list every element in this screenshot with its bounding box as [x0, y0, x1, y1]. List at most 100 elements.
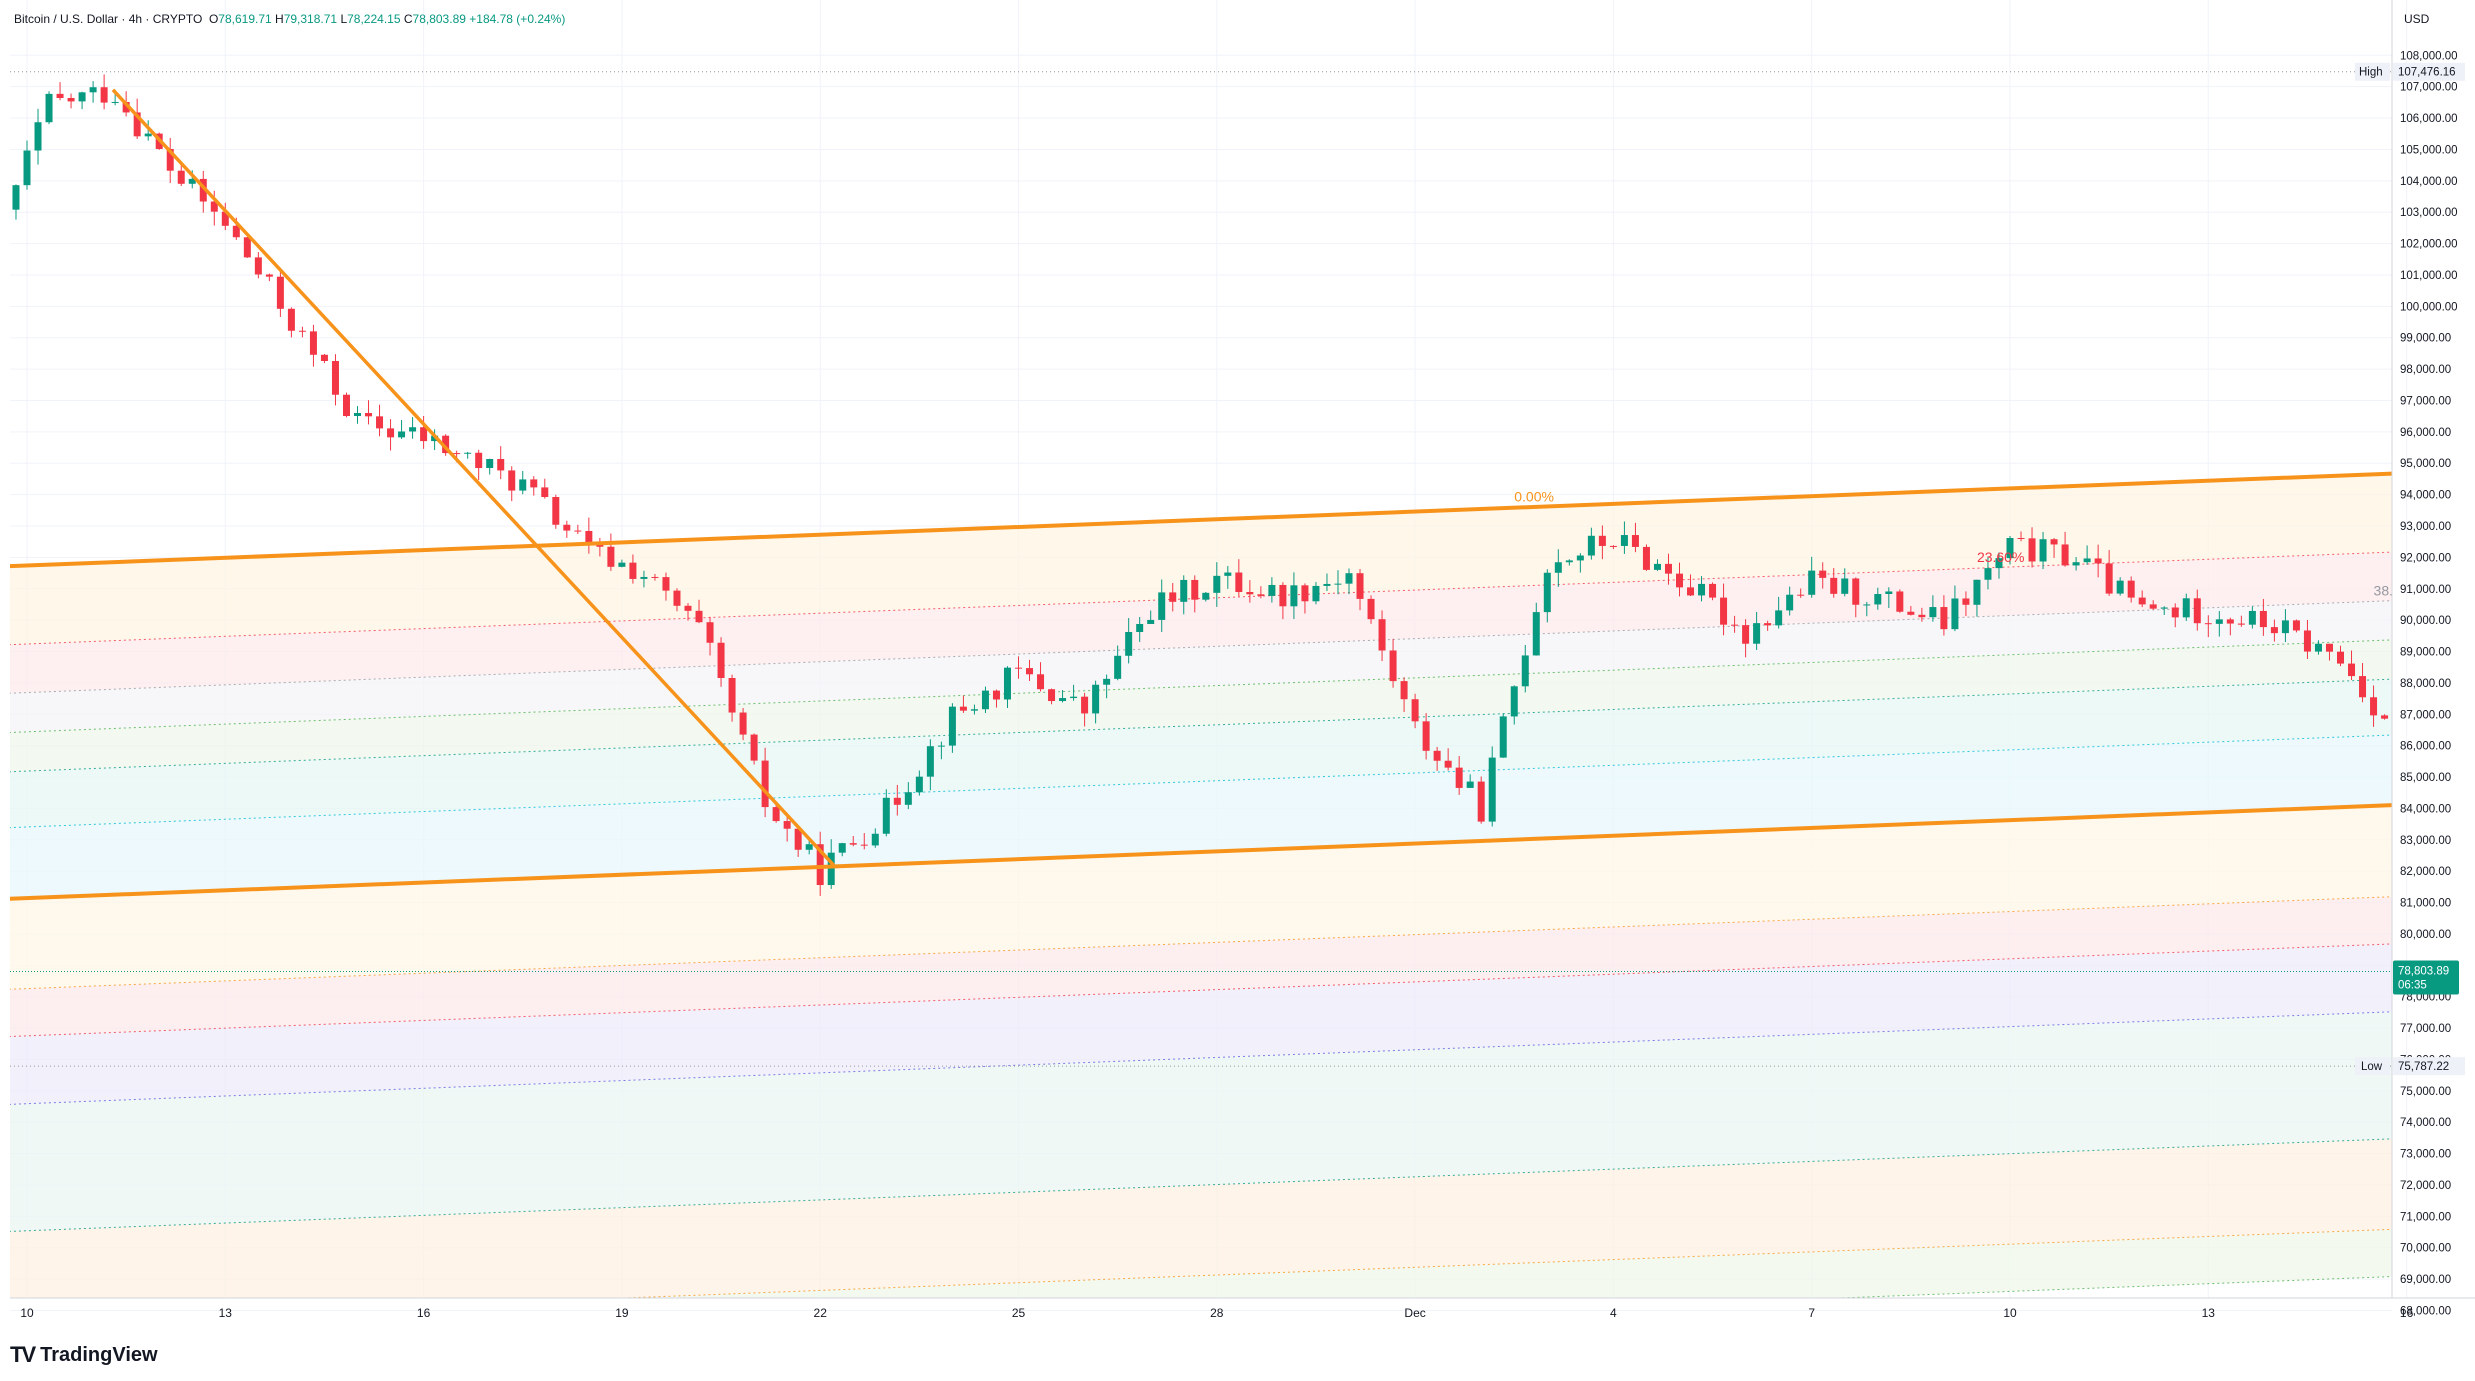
candle-body [739, 712, 747, 735]
candle-body [1918, 614, 1926, 618]
candle-body [420, 427, 428, 442]
candle-body [1687, 587, 1695, 596]
candle-body [2259, 610, 2267, 628]
candle-body [2138, 597, 2146, 605]
candle-body [2270, 627, 2278, 634]
candle-body [1026, 668, 1034, 675]
fib-line [10, 639, 2392, 733]
y-tick-label: 100,000.00 [2400, 301, 2458, 313]
candle-body [221, 211, 229, 226]
candle-body [1224, 572, 1232, 576]
fib-zone [10, 600, 2392, 733]
y-tick-label: 88,000.00 [2400, 678, 2451, 690]
candle-body [519, 479, 527, 491]
candle-body [1455, 767, 1463, 788]
y-tick-label: 95,000.00 [2400, 458, 2451, 470]
fib-zone [10, 735, 2392, 899]
tv-logo-icon: TV [10, 1342, 36, 1367]
trendlines[interactable] [111, 88, 2475, 1132]
y-tick-label: 98,000.00 [2400, 364, 2451, 376]
candle-body [1411, 699, 1419, 722]
parallel-channel[interactable] [0, 291, 2475, 901]
candle-body [1378, 619, 1386, 651]
candle-body [2028, 538, 2036, 562]
fib-line [10, 551, 2392, 646]
candle-body [761, 760, 769, 808]
candle-body [1367, 598, 1375, 620]
candle-body [475, 452, 483, 469]
change-value: +184.78 (+0.24%) [469, 12, 566, 26]
fib-zone [10, 473, 2392, 645]
fib-level-labels: 0.00%23.60%38.20%50.00%61.80%78.60%100.0… [1514, 489, 2392, 599]
fib-line [10, 600, 2392, 694]
candle-body [1709, 583, 1717, 598]
candle-body [1698, 583, 1706, 596]
candle-body [585, 530, 593, 543]
candle-body [133, 112, 141, 137]
y-tick-label: 107,000.00 [2400, 82, 2458, 94]
y-tick-label: 97,000.00 [2400, 395, 2451, 407]
candle-body [662, 577, 670, 591]
candle-body [188, 178, 196, 184]
candle-body [1334, 583, 1342, 585]
candle-body [111, 101, 119, 103]
y-tick-label: 99,000.00 [2400, 333, 2451, 345]
candle-body [893, 797, 901, 805]
candle-body [1565, 560, 1573, 563]
candle-body [1213, 575, 1221, 593]
y-tick-label: 87,000.00 [2400, 709, 2451, 721]
high-value-label: 107,476.16 [2398, 67, 2456, 79]
candle-body [1653, 563, 1661, 570]
fib-line [10, 896, 2392, 990]
candle-body [1400, 681, 1408, 700]
candle-body [915, 776, 923, 793]
candle-body [1852, 578, 1860, 605]
candle-body [2171, 607, 2179, 618]
candle-body [2392, 719, 2399, 724]
candle-body [2105, 563, 2113, 594]
candle-body [1191, 579, 1199, 600]
candle-body [827, 852, 835, 886]
candle-body [34, 122, 42, 151]
candle-body [1775, 610, 1783, 626]
candle-body [1907, 611, 1915, 615]
last-price-label: 78,803.89 [2398, 965, 2449, 977]
y-tick-label: 75,000.00 [2400, 1086, 2451, 1098]
candle-body [398, 431, 406, 438]
candle-body [1356, 573, 1364, 599]
candle-body [232, 225, 240, 238]
candle-body [2458, 691, 2465, 720]
low-value: 78,224.15 [347, 12, 401, 26]
candle-body [1753, 623, 1761, 644]
y-tick-label: 84,000.00 [2400, 803, 2451, 815]
candle-body [1863, 604, 1871, 606]
candle-body [1642, 546, 1650, 570]
candle-body [1279, 584, 1287, 607]
candle-body [2325, 643, 2333, 652]
currency-selector[interactable]: USD [2404, 12, 2430, 26]
y-tick-label: 68,000.00 [2400, 1306, 2451, 1318]
y-tick-label: 83,000.00 [2400, 835, 2451, 847]
candle-body [2006, 538, 2014, 559]
candle-body [1444, 760, 1452, 768]
candle-body [2204, 623, 2212, 625]
fib-line [612, 1228, 2392, 1298]
candle-body [1786, 594, 1794, 611]
candle-body [497, 458, 505, 471]
symbol-name[interactable]: Bitcoin / U.S. Dollar · 4h · CRYPTO [14, 12, 203, 26]
candle-body [2248, 610, 2256, 625]
y-tick-label: 89,000.00 [2400, 647, 2451, 659]
fib-zone [10, 552, 2392, 694]
candle-body [2072, 562, 2080, 566]
countdown-label: 06:35 [2398, 979, 2427, 991]
candle-body [563, 524, 571, 531]
candle-body [2061, 544, 2069, 566]
y-tick-label: 73,000.00 [2400, 1149, 2451, 1161]
candle-body [926, 746, 934, 777]
candle-body [1819, 570, 1827, 578]
fib-line [10, 943, 2392, 1038]
tradingview-logo[interactable]: TV TradingView [10, 1342, 158, 1368]
y-tick-label: 70,000.00 [2400, 1243, 2451, 1255]
candle-body [2050, 539, 2058, 545]
